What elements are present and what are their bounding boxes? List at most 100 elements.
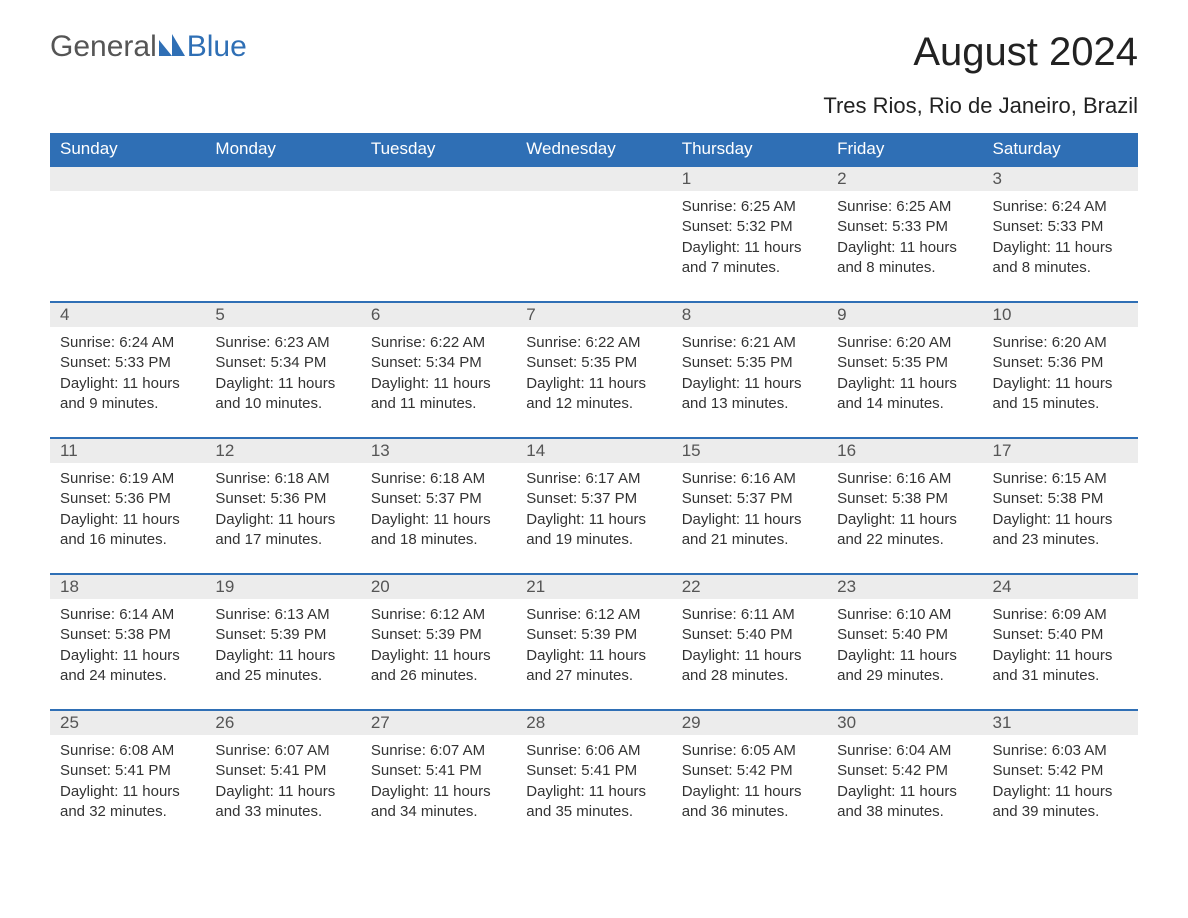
day-body: Sunrise: 6:19 AMSunset: 5:36 PMDaylight:… bbox=[50, 463, 205, 573]
day-number: 15 bbox=[672, 439, 827, 463]
day-body: Sunrise: 6:23 AMSunset: 5:34 PMDaylight:… bbox=[205, 327, 360, 437]
day-number: 10 bbox=[983, 303, 1138, 327]
sunrise-text: Sunrise: 6:21 AM bbox=[682, 333, 817, 353]
day-number: 31 bbox=[983, 711, 1138, 735]
day-body: Sunrise: 6:16 AMSunset: 5:37 PMDaylight:… bbox=[672, 463, 827, 573]
day-number: 23 bbox=[827, 575, 982, 599]
day-body: Sunrise: 6:08 AMSunset: 5:41 PMDaylight:… bbox=[50, 735, 205, 845]
calendar-cell: 5Sunrise: 6:23 AMSunset: 5:34 PMDaylight… bbox=[205, 302, 360, 438]
day-body bbox=[516, 191, 671, 301]
sunset-text: Sunset: 5:36 PM bbox=[60, 489, 195, 509]
calendar-cell: 6Sunrise: 6:22 AMSunset: 5:34 PMDaylight… bbox=[361, 302, 516, 438]
day-body: Sunrise: 6:24 AMSunset: 5:33 PMDaylight:… bbox=[983, 191, 1138, 301]
daylight-text: Daylight: 11 hours and 34 minutes. bbox=[371, 782, 506, 823]
page-header: General Blue August 2024 Tres Rios, Rio … bbox=[50, 30, 1138, 125]
day-body: Sunrise: 6:18 AMSunset: 5:37 PMDaylight:… bbox=[361, 463, 516, 573]
sunrise-text: Sunrise: 6:15 AM bbox=[993, 469, 1128, 489]
day-header: Saturday bbox=[983, 133, 1138, 166]
day-header: Friday bbox=[827, 133, 982, 166]
daylight-text: Daylight: 11 hours and 27 minutes. bbox=[526, 646, 661, 687]
sunrise-text: Sunrise: 6:16 AM bbox=[682, 469, 817, 489]
calendar-cell: 7Sunrise: 6:22 AMSunset: 5:35 PMDaylight… bbox=[516, 302, 671, 438]
sunset-text: Sunset: 5:42 PM bbox=[993, 761, 1128, 781]
day-body: Sunrise: 6:15 AMSunset: 5:38 PMDaylight:… bbox=[983, 463, 1138, 573]
sunrise-text: Sunrise: 6:03 AM bbox=[993, 741, 1128, 761]
sunrise-text: Sunrise: 6:16 AM bbox=[837, 469, 972, 489]
day-header: Tuesday bbox=[361, 133, 516, 166]
day-number: 7 bbox=[516, 303, 671, 327]
sunset-text: Sunset: 5:33 PM bbox=[993, 217, 1128, 237]
sunset-text: Sunset: 5:35 PM bbox=[682, 353, 817, 373]
day-body: Sunrise: 6:06 AMSunset: 5:41 PMDaylight:… bbox=[516, 735, 671, 845]
calendar-cell: 2Sunrise: 6:25 AMSunset: 5:33 PMDaylight… bbox=[827, 166, 982, 302]
day-body: Sunrise: 6:12 AMSunset: 5:39 PMDaylight:… bbox=[516, 599, 671, 709]
day-body: Sunrise: 6:14 AMSunset: 5:38 PMDaylight:… bbox=[50, 599, 205, 709]
day-number: 22 bbox=[672, 575, 827, 599]
calendar-cell: 16Sunrise: 6:16 AMSunset: 5:38 PMDayligh… bbox=[827, 438, 982, 574]
calendar-cell: 14Sunrise: 6:17 AMSunset: 5:37 PMDayligh… bbox=[516, 438, 671, 574]
title-block: August 2024 Tres Rios, Rio de Janeiro, B… bbox=[823, 30, 1138, 125]
sunset-text: Sunset: 5:41 PM bbox=[371, 761, 506, 781]
daylight-text: Daylight: 11 hours and 7 minutes. bbox=[682, 238, 817, 279]
daylight-text: Daylight: 11 hours and 35 minutes. bbox=[526, 782, 661, 823]
day-body: Sunrise: 6:05 AMSunset: 5:42 PMDaylight:… bbox=[672, 735, 827, 845]
day-number: 28 bbox=[516, 711, 671, 735]
calendar-cell: 25Sunrise: 6:08 AMSunset: 5:41 PMDayligh… bbox=[50, 710, 205, 845]
daylight-text: Daylight: 11 hours and 32 minutes. bbox=[60, 782, 195, 823]
daylight-text: Daylight: 11 hours and 39 minutes. bbox=[993, 782, 1128, 823]
logo-text-general: General bbox=[50, 30, 157, 64]
sunset-text: Sunset: 5:38 PM bbox=[993, 489, 1128, 509]
sunset-text: Sunset: 5:40 PM bbox=[993, 625, 1128, 645]
calendar-cell: 1Sunrise: 6:25 AMSunset: 5:32 PMDaylight… bbox=[672, 166, 827, 302]
day-body: Sunrise: 6:13 AMSunset: 5:39 PMDaylight:… bbox=[205, 599, 360, 709]
month-title: August 2024 bbox=[823, 30, 1138, 75]
day-body bbox=[361, 191, 516, 301]
daylight-text: Daylight: 11 hours and 22 minutes. bbox=[837, 510, 972, 551]
daylight-text: Daylight: 11 hours and 16 minutes. bbox=[60, 510, 195, 551]
day-number: 2 bbox=[827, 167, 982, 191]
calendar-cell: 29Sunrise: 6:05 AMSunset: 5:42 PMDayligh… bbox=[672, 710, 827, 845]
daylight-text: Daylight: 11 hours and 11 minutes. bbox=[371, 374, 506, 415]
day-number: 16 bbox=[827, 439, 982, 463]
calendar-cell: 17Sunrise: 6:15 AMSunset: 5:38 PMDayligh… bbox=[983, 438, 1138, 574]
daylight-text: Daylight: 11 hours and 31 minutes. bbox=[993, 646, 1128, 687]
week-row: 1Sunrise: 6:25 AMSunset: 5:32 PMDaylight… bbox=[50, 166, 1138, 302]
daylight-text: Daylight: 11 hours and 9 minutes. bbox=[60, 374, 195, 415]
daylight-text: Daylight: 11 hours and 36 minutes. bbox=[682, 782, 817, 823]
sunrise-text: Sunrise: 6:18 AM bbox=[215, 469, 350, 489]
day-body: Sunrise: 6:16 AMSunset: 5:38 PMDaylight:… bbox=[827, 463, 982, 573]
day-number: 24 bbox=[983, 575, 1138, 599]
sunset-text: Sunset: 5:41 PM bbox=[526, 761, 661, 781]
sunrise-text: Sunrise: 6:23 AM bbox=[215, 333, 350, 353]
daylight-text: Daylight: 11 hours and 23 minutes. bbox=[993, 510, 1128, 551]
day-number: 5 bbox=[205, 303, 360, 327]
calendar-cell bbox=[205, 166, 360, 302]
day-body: Sunrise: 6:20 AMSunset: 5:35 PMDaylight:… bbox=[827, 327, 982, 437]
sunrise-text: Sunrise: 6:12 AM bbox=[526, 605, 661, 625]
daylight-text: Daylight: 11 hours and 8 minutes. bbox=[837, 238, 972, 279]
location-text: Tres Rios, Rio de Janeiro, Brazil bbox=[823, 93, 1138, 119]
day-number: 8 bbox=[672, 303, 827, 327]
day-body: Sunrise: 6:21 AMSunset: 5:35 PMDaylight:… bbox=[672, 327, 827, 437]
day-number: 14 bbox=[516, 439, 671, 463]
calendar-cell: 9Sunrise: 6:20 AMSunset: 5:35 PMDaylight… bbox=[827, 302, 982, 438]
daylight-text: Daylight: 11 hours and 14 minutes. bbox=[837, 374, 972, 415]
calendar-cell: 22Sunrise: 6:11 AMSunset: 5:40 PMDayligh… bbox=[672, 574, 827, 710]
calendar-cell: 8Sunrise: 6:21 AMSunset: 5:35 PMDaylight… bbox=[672, 302, 827, 438]
sunrise-text: Sunrise: 6:07 AM bbox=[215, 741, 350, 761]
calendar-cell: 3Sunrise: 6:24 AMSunset: 5:33 PMDaylight… bbox=[983, 166, 1138, 302]
day-body: Sunrise: 6:12 AMSunset: 5:39 PMDaylight:… bbox=[361, 599, 516, 709]
sunset-text: Sunset: 5:37 PM bbox=[526, 489, 661, 509]
calendar-cell: 24Sunrise: 6:09 AMSunset: 5:40 PMDayligh… bbox=[983, 574, 1138, 710]
sunset-text: Sunset: 5:39 PM bbox=[215, 625, 350, 645]
calendar-cell: 4Sunrise: 6:24 AMSunset: 5:33 PMDaylight… bbox=[50, 302, 205, 438]
sunrise-text: Sunrise: 6:06 AM bbox=[526, 741, 661, 761]
day-number: 18 bbox=[50, 575, 205, 599]
day-number: 17 bbox=[983, 439, 1138, 463]
day-number: 6 bbox=[361, 303, 516, 327]
sunset-text: Sunset: 5:35 PM bbox=[837, 353, 972, 373]
sunset-text: Sunset: 5:32 PM bbox=[682, 217, 817, 237]
day-number bbox=[205, 167, 360, 191]
sunrise-text: Sunrise: 6:20 AM bbox=[993, 333, 1128, 353]
day-number: 13 bbox=[361, 439, 516, 463]
